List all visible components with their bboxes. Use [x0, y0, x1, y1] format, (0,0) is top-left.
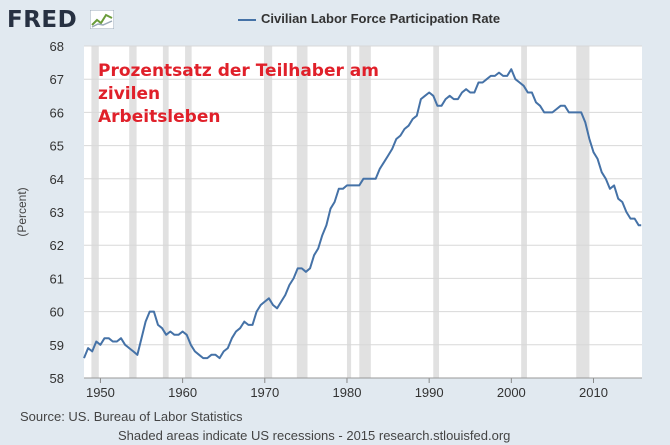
x-tick-label: 1950 — [86, 385, 115, 400]
chart-annotation: Prozentsatz der Teilhaber am zivilen Arb… — [98, 60, 428, 129]
recession-note: Shaded areas indicate US recessions - 20… — [118, 428, 511, 443]
series-line — [83, 68, 642, 360]
legend-swatch — [238, 18, 256, 21]
y-tick-label: 64 — [50, 172, 64, 187]
annotation-line-1: Prozentsatz der Teilhaber am zivilen — [98, 61, 379, 104]
y-tick-label: 68 — [50, 39, 64, 54]
y-tick-label: 58 — [50, 371, 64, 386]
y-tick-label: 59 — [50, 338, 64, 353]
logo-chart-icon — [90, 10, 114, 29]
x-tick-label: 1970 — [250, 385, 279, 400]
x-tick-label: 2000 — [497, 385, 526, 400]
chart-legend: Civilian Labor Force Participation Rate — [238, 11, 500, 26]
x-tick-label: 1960 — [168, 385, 197, 400]
y-tick-label: 65 — [50, 139, 64, 154]
x-tick-label: 1980 — [333, 385, 362, 400]
y-axis-label: (Percent) — [15, 187, 29, 236]
annotation-line-2: Arbeitsleben — [98, 107, 221, 127]
y-tick-label: 63 — [50, 205, 64, 220]
y-tick-label: 66 — [50, 105, 64, 120]
y-tick-label: 67 — [50, 72, 64, 87]
y-tick-label: 61 — [50, 271, 64, 286]
legend-label: Civilian Labor Force Participation Rate — [261, 11, 501, 26]
fred-logo: FRED — [7, 7, 78, 33]
y-tick-label: 60 — [50, 305, 64, 320]
source-note: Source: US. Bureau of Labor Statistics — [20, 409, 243, 424]
x-tick-label: 2010 — [579, 385, 608, 400]
y-tick-label: 62 — [50, 238, 64, 253]
x-tick-label: 1990 — [415, 385, 444, 400]
